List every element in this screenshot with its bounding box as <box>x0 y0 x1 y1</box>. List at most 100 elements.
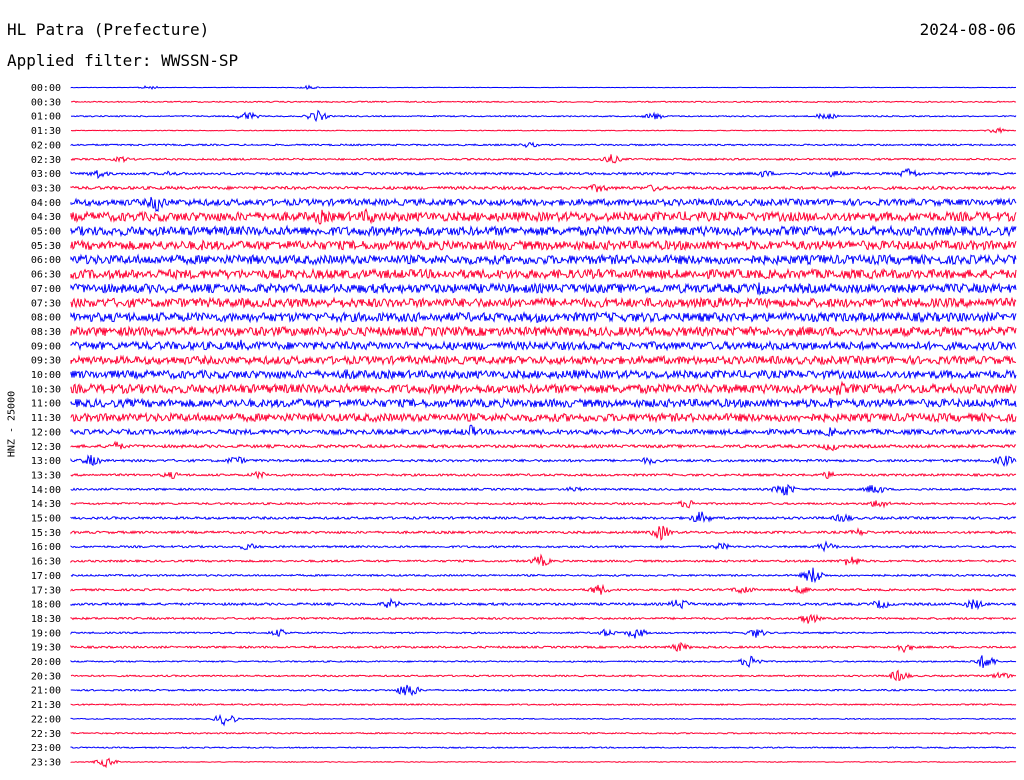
row-label-1000: 10:00 <box>31 370 61 381</box>
trace-2300 <box>70 746 1017 749</box>
row-label-1200: 12:00 <box>31 427 61 438</box>
row-label-0300: 03:00 <box>31 169 61 180</box>
station-title: HL Patra (Prefecture) <box>7 20 210 39</box>
row-label-0200: 02:00 <box>31 140 61 151</box>
row-label-2100: 21:00 <box>31 686 61 697</box>
row-label-0430: 04:30 <box>31 212 61 223</box>
row-label-2000: 20:00 <box>31 657 61 668</box>
trace-1630 <box>70 553 1017 566</box>
row-label-1300: 13:00 <box>31 456 61 467</box>
row-label-0930: 09:30 <box>31 356 61 367</box>
trace-2100 <box>70 684 1017 697</box>
row-label-2300: 23:00 <box>31 743 61 754</box>
trace-1730 <box>70 583 1017 595</box>
row-label-2130: 21:30 <box>31 700 61 711</box>
row-label-0500: 05:00 <box>31 227 61 238</box>
row-label-0230: 02:30 <box>31 155 61 166</box>
row-label-1530: 15:30 <box>31 528 61 539</box>
row-label-2330: 23:30 <box>31 757 61 768</box>
row-label-0900: 09:00 <box>31 341 61 352</box>
trace-1000 <box>70 368 1017 381</box>
row-label-0030: 00:30 <box>31 97 61 108</box>
row-label-1600: 16:00 <box>31 542 61 553</box>
trace-1200 <box>70 424 1017 438</box>
trace-1600 <box>70 540 1017 553</box>
trace-2030 <box>70 669 1017 682</box>
trace-0030 <box>70 100 1017 104</box>
trace-0300 <box>70 168 1017 180</box>
row-label-1800: 18:00 <box>31 600 61 611</box>
trace-2330 <box>70 757 1017 769</box>
trace-1930 <box>70 641 1017 654</box>
trace-1400 <box>70 483 1017 496</box>
trace-0530 <box>70 239 1017 252</box>
trace-2230 <box>70 731 1017 735</box>
row-label-0600: 06:00 <box>31 255 61 266</box>
trace-1430 <box>70 499 1017 509</box>
trace-1700 <box>70 567 1017 584</box>
row-label-1830: 18:30 <box>31 614 61 625</box>
row-label-0400: 04:00 <box>31 198 61 209</box>
trace-0630 <box>70 267 1017 281</box>
row-label-1430: 14:30 <box>31 499 61 510</box>
trace-1800 <box>70 597 1017 611</box>
row-label-1400: 14:00 <box>31 485 61 496</box>
trace-1830 <box>70 613 1017 624</box>
trace-0930 <box>70 354 1017 366</box>
row-label-0530: 05:30 <box>31 241 61 252</box>
trace-0500 <box>70 224 1017 238</box>
trace-2130 <box>70 703 1017 706</box>
row-label-1230: 12:30 <box>31 442 61 453</box>
row-label-1500: 15:00 <box>31 514 61 525</box>
row-label-0100: 01:00 <box>31 112 61 123</box>
trace-1500 <box>70 511 1017 524</box>
row-label-1930: 19:30 <box>31 643 61 654</box>
trace-0830 <box>70 325 1017 338</box>
row-label-0830: 08:30 <box>31 327 61 338</box>
trace-1100 <box>70 397 1017 409</box>
trace-0730 <box>70 296 1017 309</box>
row-label-2030: 20:30 <box>31 671 61 682</box>
trace-0800 <box>70 310 1017 324</box>
row-label-0800: 08:00 <box>31 313 61 324</box>
trace-1530 <box>70 525 1017 541</box>
trace-1900 <box>70 628 1017 639</box>
trace-0200 <box>70 141 1017 149</box>
row-label-0330: 03:30 <box>31 183 61 194</box>
trace-0130 <box>70 126 1017 134</box>
row-label-0130: 01:30 <box>31 126 61 137</box>
trace-0000 <box>70 84 1017 91</box>
trace-1300 <box>70 454 1017 468</box>
trace-0600 <box>70 253 1017 266</box>
row-label-0700: 07:00 <box>31 284 61 295</box>
trace-0430 <box>70 208 1017 225</box>
trace-0900 <box>70 339 1017 352</box>
row-label-1330: 13:30 <box>31 470 61 481</box>
row-label-1730: 17:30 <box>31 585 61 596</box>
row-label-2230: 22:30 <box>31 729 61 740</box>
row-label-0000: 00:00 <box>31 83 61 94</box>
trace-1230 <box>70 440 1017 452</box>
filter-label: Applied filter: WWSSN-SP <box>7 51 239 70</box>
record-date: 2024-08-06 <box>919 20 1016 39</box>
row-label-0630: 06:30 <box>31 270 61 281</box>
trace-0700 <box>70 282 1017 296</box>
trace-1030 <box>70 380 1017 396</box>
trace-0100 <box>70 109 1017 123</box>
row-label-1030: 10:30 <box>31 384 61 395</box>
row-label-1130: 11:30 <box>31 413 61 424</box>
trace-2000 <box>70 655 1017 669</box>
row-label-2200: 22:00 <box>31 714 61 725</box>
row-label-1630: 16:30 <box>31 557 61 568</box>
row-label-1900: 19:00 <box>31 628 61 639</box>
trace-1130 <box>70 411 1017 424</box>
row-label-1100: 11:00 <box>31 399 61 410</box>
row-label-0730: 07:30 <box>31 298 61 309</box>
trace-0330 <box>70 184 1017 193</box>
row-label-1700: 17:00 <box>31 571 61 582</box>
trace-0230 <box>70 154 1017 164</box>
trace-2200 <box>70 713 1016 727</box>
trace-1330 <box>70 470 1017 480</box>
trace-0400 <box>70 196 1017 212</box>
